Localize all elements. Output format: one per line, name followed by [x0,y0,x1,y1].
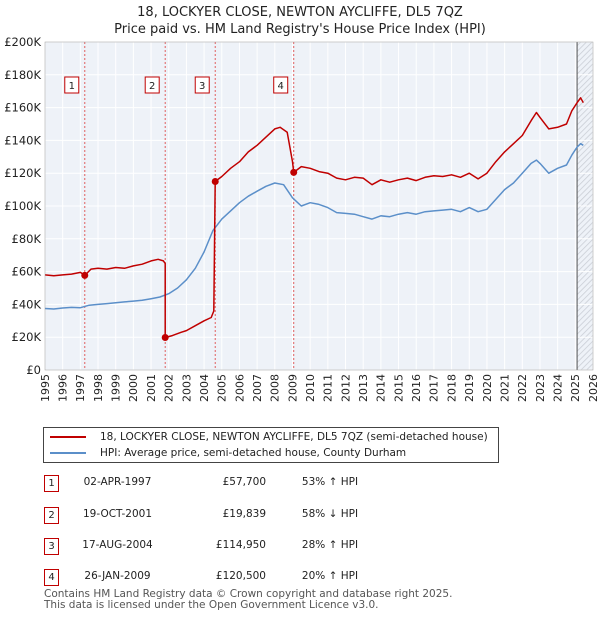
transaction-price: £114,950 [215,539,266,551]
x-tick-label: 2009 [286,374,299,402]
x-tick-label: 1998 [92,374,105,402]
sale-point [161,333,169,341]
x-tick-label: 1995 [39,374,52,402]
footer-attribution: Contains HM Land Registry data © Crown c… [44,589,452,611]
transaction-number-badge: 4 [44,569,59,586]
y-tick-label: £100K [4,199,41,213]
transaction-price: £19,839 [222,508,266,520]
transaction-date: 17-AUG-2004 [82,539,153,551]
x-tick-label: 1997 [74,374,87,402]
y-tick-label: £120K [4,166,41,180]
y-tick-label: £160K [4,101,41,115]
legend-swatch-property [50,436,86,438]
sale-number-label: 4 [278,81,284,92]
y-tick-label: £180K [4,68,41,82]
x-tick-label: 2000 [127,374,140,402]
x-tick-label: 2017 [428,374,441,402]
x-tick-label: 2015 [392,374,405,402]
title-line-1: 18, LOCKYER CLOSE, NEWTON AYCLIFFE, DL5 … [137,5,463,20]
x-tick-label: 1996 [57,374,70,402]
footer-line-1: Contains HM Land Registry data © Crown c… [44,588,453,600]
sale-number-box [64,76,80,94]
x-tick-label: 2012 [339,374,352,402]
y-tick-label: £80K [12,232,42,246]
plot-frame [44,41,594,371]
y-tick-label: £40K [12,297,42,311]
transaction-hpi-change: 53% ↑ HPI [301,476,359,488]
x-tick-label: 2025 [569,374,582,402]
transaction-hpi-change: 20% ↑ HPI [301,570,359,582]
x-tick-label: 2004 [198,374,211,402]
chart-title: 18, LOCKYER CLOSE, NEWTON AYCLIFFE, DL5 … [0,4,600,38]
x-tick-label: 2005 [216,374,229,402]
x-tick-label: 2002 [163,374,176,402]
y-tick-label: £0 [26,363,41,377]
sale-number-label: 2 [149,81,155,92]
x-tick-label: 2011 [322,374,335,402]
sale-point [290,168,298,176]
x-tick-label: 2006 [233,374,246,402]
transaction-row: 2 19-OCT-2001 £19,839 58% ↓ HPI [0,504,600,528]
y-tick-label: £200K [4,35,41,49]
x-tick-label: 2003 [180,374,193,402]
x-tick-label: 1999 [110,374,123,402]
x-tick-label: 2026 [587,374,600,402]
x-tick-label: 2018 [445,374,458,402]
sale-number-label: 1 [69,81,75,92]
transaction-hpi-change: 58% ↓ HPI [301,508,359,520]
transaction-number-badge: 1 [44,475,59,492]
x-tick-label: 2013 [357,374,370,402]
y-tick-label: £20K [12,330,42,344]
hpi-series-line [44,142,584,310]
transaction-row: 1 02-APR-1997 £57,700 53% ↑ HPI [0,472,600,496]
x-tick-label: 2010 [304,374,317,402]
x-tick-label: 2021 [498,374,511,402]
x-tick-label: 2016 [410,374,423,402]
legend: 18, LOCKYER CLOSE, NEWTON AYCLIFFE, DL5 … [43,427,499,463]
sale-point [81,271,89,279]
transaction-date: 19-OCT-2001 [83,508,152,520]
transaction-hpi-change: 28% ↑ HPI [301,539,359,551]
transaction-price: £57,700 [222,476,266,488]
sale-number-box [273,76,289,94]
footer-line-2: This data is licensed under the Open Gov… [44,599,379,611]
transaction-row: 3 17-AUG-2004 £114,950 28% ↑ HPI [0,535,600,559]
transaction-row: 4 26-JAN-2009 £120,500 20% ↑ HPI [0,566,600,590]
x-tick-label: 2014 [375,374,388,402]
x-tick-label: 2019 [463,374,476,402]
transaction-number-badge: 2 [44,507,59,524]
title-line-2: Price paid vs. HM Land Registry's House … [114,22,486,37]
x-tick-label: 2023 [534,374,547,402]
price-chart: £0 £20K £40K £60K £80K £100K £120K £140K £160K £1… [4,35,600,402]
legend-swatch-hpi [50,452,86,454]
transaction-date: 26-JAN-2009 [84,570,151,582]
transaction-number-badge: 3 [44,538,59,555]
sale-number-box [144,76,160,94]
x-tick-label: 2007 [251,374,264,402]
x-tick-label: 2001 [145,374,158,402]
sale-number-box [194,76,210,94]
transaction-price: £120,500 [215,570,266,582]
sale-number-label: 3 [199,81,205,92]
y-tick-label: £60K [12,265,42,279]
legend-label-property: 18, LOCKYER CLOSE, NEWTON AYCLIFFE, DL5 … [100,431,488,443]
sale-point [211,177,219,185]
legend-label-hpi: HPI: Average price, semi-detached house,… [100,447,407,459]
y-tick-label: £140K [4,133,41,147]
x-tick-label: 2022 [516,374,529,402]
transaction-date: 02-APR-1997 [83,476,152,488]
x-tick-label: 2024 [551,374,564,402]
x-tick-label: 2020 [481,374,494,402]
x-tick-label: 2008 [269,374,282,402]
